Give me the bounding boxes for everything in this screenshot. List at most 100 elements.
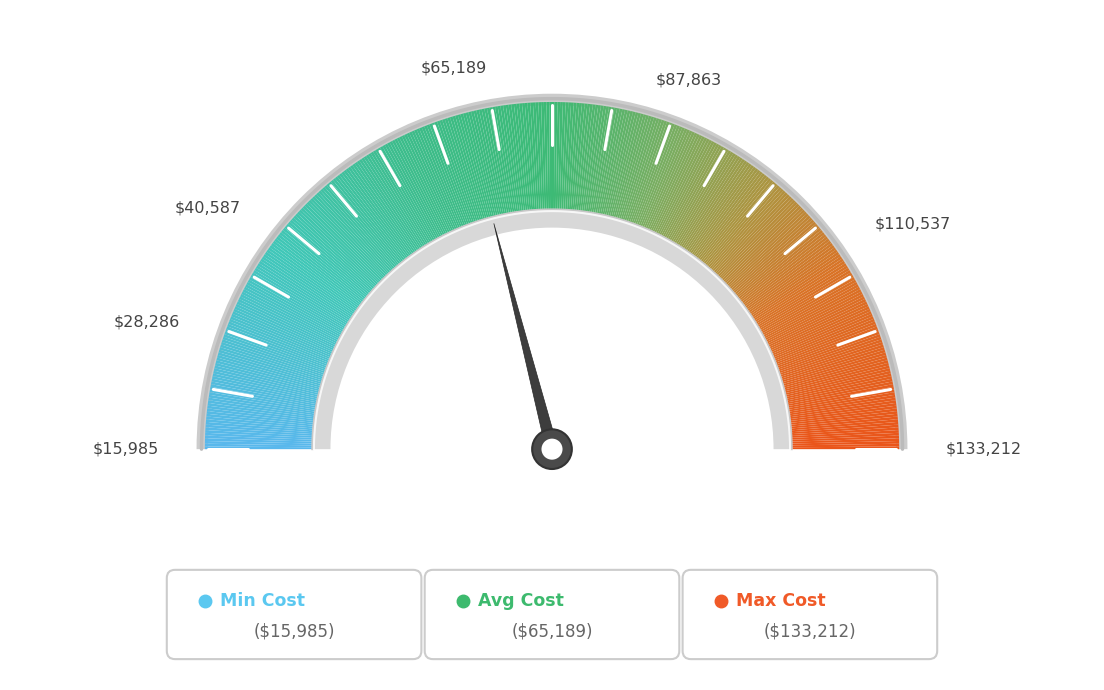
Wedge shape [384, 144, 445, 252]
Wedge shape [741, 261, 846, 328]
Wedge shape [689, 173, 765, 271]
Wedge shape [420, 128, 468, 241]
Wedge shape [563, 102, 571, 225]
Wedge shape [597, 109, 625, 229]
Wedge shape [721, 219, 815, 302]
Wedge shape [214, 368, 333, 398]
Wedge shape [226, 326, 341, 371]
Wedge shape [541, 102, 546, 224]
Wedge shape [434, 121, 478, 237]
Wedge shape [763, 329, 879, 373]
Wedge shape [754, 297, 864, 352]
Wedge shape [252, 273, 359, 336]
Wedge shape [246, 282, 355, 342]
Wedge shape [776, 430, 899, 439]
Text: Min Cost: Min Cost [220, 592, 305, 610]
Wedge shape [234, 306, 347, 358]
Wedge shape [668, 152, 733, 257]
Wedge shape [205, 438, 327, 444]
Wedge shape [432, 123, 476, 238]
Wedge shape [244, 287, 353, 346]
Wedge shape [774, 392, 895, 414]
Wedge shape [776, 427, 899, 437]
Wedge shape [703, 193, 787, 284]
Wedge shape [231, 316, 344, 365]
Wedge shape [197, 94, 907, 449]
Wedge shape [380, 146, 442, 254]
Wedge shape [776, 422, 899, 433]
Wedge shape [233, 308, 347, 360]
Wedge shape [272, 243, 371, 317]
Wedge shape [498, 106, 519, 227]
Wedge shape [648, 135, 702, 246]
Wedge shape [619, 118, 659, 235]
Wedge shape [350, 165, 423, 266]
Wedge shape [573, 104, 587, 226]
Wedge shape [777, 446, 899, 449]
Wedge shape [210, 389, 330, 412]
Wedge shape [361, 157, 431, 262]
Wedge shape [771, 368, 890, 398]
Wedge shape [209, 397, 330, 417]
Wedge shape [522, 103, 534, 225]
Wedge shape [681, 165, 754, 266]
Wedge shape [724, 226, 819, 306]
Wedge shape [255, 268, 360, 333]
Wedge shape [704, 194, 789, 285]
Wedge shape [217, 355, 336, 390]
Wedge shape [664, 148, 726, 255]
Wedge shape [734, 245, 835, 318]
Wedge shape [712, 206, 802, 293]
Text: ($65,189): ($65,189) [511, 622, 593, 640]
Wedge shape [220, 347, 337, 385]
Wedge shape [730, 237, 828, 313]
Wedge shape [375, 149, 439, 255]
Wedge shape [687, 172, 763, 270]
Wedge shape [511, 104, 528, 226]
Wedge shape [519, 104, 532, 226]
Wedge shape [275, 239, 373, 314]
Wedge shape [481, 108, 508, 229]
Wedge shape [623, 120, 665, 237]
Wedge shape [722, 221, 816, 303]
Wedge shape [626, 121, 670, 237]
Wedge shape [558, 102, 563, 224]
Wedge shape [509, 104, 526, 226]
Wedge shape [289, 219, 383, 302]
Wedge shape [506, 105, 523, 226]
Wedge shape [753, 294, 863, 351]
Wedge shape [701, 189, 784, 282]
Wedge shape [775, 408, 898, 424]
Wedge shape [458, 115, 492, 233]
Wedge shape [416, 128, 466, 242]
Wedge shape [396, 137, 453, 248]
Wedge shape [212, 379, 332, 405]
Wedge shape [371, 152, 436, 257]
Wedge shape [613, 115, 649, 233]
Wedge shape [455, 115, 491, 233]
Wedge shape [453, 116, 489, 234]
Wedge shape [297, 212, 389, 297]
Wedge shape [209, 392, 330, 414]
Wedge shape [447, 117, 486, 235]
Wedge shape [404, 134, 458, 246]
Wedge shape [302, 206, 392, 293]
Wedge shape [673, 157, 743, 262]
Wedge shape [669, 153, 735, 258]
Wedge shape [258, 261, 363, 328]
Wedge shape [219, 350, 337, 386]
Wedge shape [450, 117, 488, 234]
Wedge shape [691, 177, 769, 274]
Wedge shape [606, 112, 638, 231]
Wedge shape [365, 155, 433, 259]
Text: ($15,985): ($15,985) [253, 622, 335, 640]
Wedge shape [225, 329, 341, 373]
Wedge shape [747, 277, 854, 339]
Wedge shape [725, 228, 821, 307]
Wedge shape [709, 200, 796, 289]
Wedge shape [206, 408, 329, 424]
Wedge shape [761, 322, 875, 368]
Wedge shape [209, 395, 330, 416]
Wedge shape [635, 126, 682, 241]
Wedge shape [584, 106, 604, 227]
